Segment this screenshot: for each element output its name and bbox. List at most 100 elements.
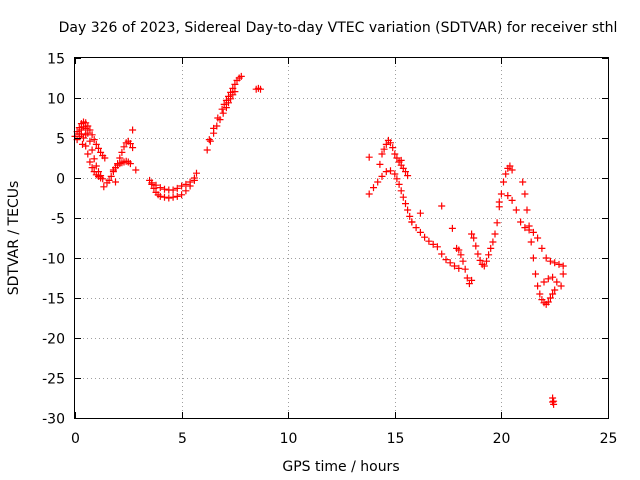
data-point: [214, 114, 222, 122]
data-point: [408, 218, 416, 226]
data-point: [116, 154, 124, 162]
data-point: [455, 264, 463, 272]
data-point: [257, 85, 264, 93]
data-point: [521, 224, 529, 232]
data-point: [391, 170, 399, 178]
data-point: [205, 136, 213, 144]
data-point: [527, 238, 535, 246]
data-point: [79, 140, 86, 148]
data-point: [559, 262, 567, 270]
data-point: [397, 156, 405, 164]
data-point: [532, 270, 539, 278]
data-point: [553, 278, 561, 286]
data-point: [421, 233, 429, 241]
x-tick-label: 20: [493, 431, 511, 447]
data-point: [393, 154, 401, 162]
data-point: [370, 184, 377, 192]
data-point: [472, 242, 480, 250]
data-point: [178, 182, 186, 190]
data-point: [559, 270, 567, 278]
data-point: [118, 148, 126, 156]
data-point: [546, 257, 554, 265]
data-point: [534, 282, 542, 290]
data-point: [387, 139, 394, 147]
data-point: [105, 176, 113, 184]
data-point: [206, 137, 214, 145]
x-axis-label: GPS time / hours: [282, 459, 399, 475]
data-point: [100, 183, 108, 191]
data-point: [120, 143, 128, 151]
data-point: [438, 250, 446, 258]
data-point: [378, 150, 386, 158]
data-point: [455, 246, 463, 254]
y-tick-label: -20: [42, 332, 65, 348]
data-point: [406, 212, 414, 220]
data-point: [508, 166, 516, 174]
data-point: [112, 178, 119, 186]
data-point: [90, 136, 98, 144]
data-point: [557, 282, 565, 290]
data-point: [88, 146, 96, 154]
data-point: [540, 278, 548, 286]
data-point: [382, 168, 390, 176]
data-point: [156, 184, 164, 192]
y-tick-label: -15: [42, 292, 65, 308]
data-point: [529, 254, 537, 262]
data-point: [219, 109, 227, 117]
data-point: [549, 273, 557, 281]
data-point: [156, 192, 164, 200]
data-point: [521, 190, 529, 198]
data-point: [433, 243, 441, 251]
data-point: [88, 164, 96, 172]
axis-ticks: [75, 58, 609, 419]
data-point: [429, 240, 437, 248]
data-point: [84, 150, 92, 158]
data-point: [173, 184, 181, 192]
data-point: [114, 160, 122, 168]
data-point: [544, 298, 552, 306]
data-point: [483, 257, 490, 265]
x-tick-label: 0: [71, 431, 80, 447]
data-point: [173, 192, 181, 200]
data-point: [193, 169, 200, 177]
y-tick-label: -5: [51, 212, 65, 228]
data-point: [399, 193, 407, 201]
data-point: [534, 234, 542, 242]
data-point: [404, 206, 412, 214]
data-point: [451, 262, 458, 270]
data-point: [225, 92, 232, 100]
data-point: [112, 164, 119, 172]
data-point: [517, 218, 525, 226]
data-point: [182, 180, 190, 188]
data-point: [397, 187, 405, 195]
data-point: [126, 140, 134, 148]
data-point: [416, 209, 424, 217]
data-point: [229, 84, 237, 92]
data-point: [86, 137, 94, 145]
data-point: [512, 206, 520, 214]
data-point: [190, 174, 198, 182]
data-point: [222, 96, 230, 104]
data-point: [92, 140, 100, 148]
data-point: [480, 262, 488, 270]
data-point: [416, 228, 424, 236]
data-point: [487, 244, 495, 252]
data-point: [389, 144, 397, 152]
data-point: [457, 251, 465, 259]
data-point: [500, 178, 507, 186]
data-point: [161, 185, 168, 193]
y-tick-label: 10: [47, 92, 65, 108]
data-point: [470, 234, 478, 242]
data-point: [474, 250, 482, 258]
data-point: [551, 259, 559, 267]
data-point: [148, 179, 156, 187]
data-point: [544, 275, 552, 283]
y-tick-labels: 15 10 5 0 -5 -10 -15 -20 -25 -30: [42, 52, 65, 428]
data-point: [101, 154, 109, 162]
x-tick-label: 25: [600, 431, 618, 447]
data-point: [461, 265, 469, 273]
data-point: [152, 181, 160, 189]
data-point: [380, 145, 388, 153]
data-point: [169, 186, 177, 194]
